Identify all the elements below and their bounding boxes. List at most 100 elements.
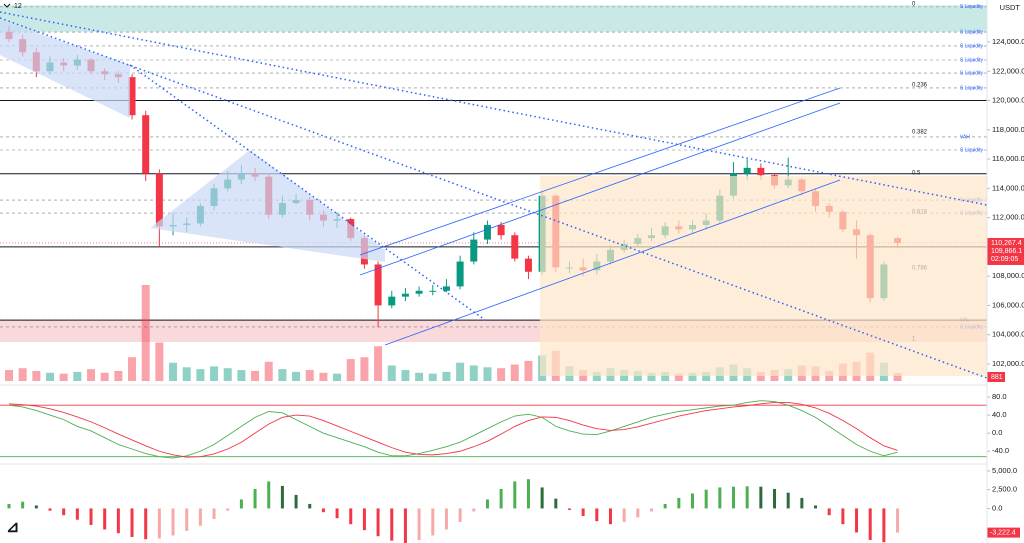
- volume-bar: [387, 365, 396, 381]
- histogram-bar: [499, 488, 503, 509]
- y-tick-label: 108,000.0: [992, 271, 1024, 280]
- candle-body: [524, 258, 532, 272]
- candle-body: [142, 115, 150, 174]
- volume-bar: [442, 371, 451, 381]
- oscillator-line: [8, 402, 898, 458]
- oscillator-line: [8, 400, 898, 459]
- histogram-bar: [198, 508, 202, 526]
- y-tick-label: 124,000.0: [992, 37, 1024, 46]
- y-tick-label: 102,000.0: [992, 359, 1024, 368]
- volume-bar: [333, 373, 342, 381]
- volume-bar: [196, 369, 205, 381]
- volume-bar: [100, 372, 109, 381]
- histogram-bar: [622, 508, 626, 522]
- histogram-bar: [7, 503, 11, 509]
- value-box: [987, 527, 1020, 538]
- annotation: S Liquidity: [960, 43, 984, 49]
- histogram-bar: [403, 508, 407, 543]
- y-tick-label: 106,000.0: [992, 300, 1024, 309]
- histogram-bar: [581, 508, 585, 516]
- histogram-bar: [253, 488, 257, 509]
- volume-bar: [278, 369, 287, 381]
- y-tick-label: 120,000.0: [992, 96, 1024, 105]
- volume-bar: [292, 371, 301, 381]
- logo: ⊿: [6, 519, 19, 536]
- y-tick-label: 104,000.0: [992, 330, 1024, 339]
- channel-line: [359, 102, 841, 276]
- histogram-bar: [472, 508, 476, 512]
- histogram-bar: [62, 508, 66, 516]
- candle-body: [415, 290, 423, 294]
- last-price: 110,267.4: [991, 240, 1022, 247]
- volume-bar: [401, 370, 410, 381]
- histogram-bar: [608, 508, 612, 525]
- candle-body: [470, 239, 478, 262]
- volume-bar: [32, 370, 41, 381]
- trendline: [0, 11, 988, 206]
- histogram-bar: [636, 508, 640, 518]
- candle-body: [497, 224, 505, 236]
- fib-label: 0.236: [912, 83, 928, 89]
- histogram-bar: [444, 508, 448, 530]
- candle-body: [401, 293, 409, 297]
- annotation: S Liquidity: [960, 70, 984, 76]
- volume-bar: [305, 370, 314, 381]
- zone: [0, 5, 987, 32]
- histogram-bar: [321, 508, 325, 513]
- histogram-bar: [116, 508, 120, 534]
- y-tick-label: 80.0: [992, 392, 1007, 401]
- volume-bar: [128, 357, 137, 381]
- candle-body: [511, 235, 519, 259]
- histogram-bar: [48, 508, 52, 511]
- histogram-bar: [691, 493, 694, 509]
- histogram-bar: [540, 487, 544, 509]
- volume-bar: [73, 371, 82, 381]
- candle-body: [483, 224, 491, 240]
- y-tick-label: 114,000.0: [992, 183, 1024, 192]
- y-tick-label: 40.0: [992, 410, 1007, 419]
- volume-bar: [428, 373, 437, 381]
- volume-bar: [483, 367, 492, 381]
- histogram-bar: [595, 508, 599, 522]
- volume-bar: [374, 346, 383, 381]
- volume-bar: [661, 371, 670, 381]
- volume-bar: [469, 365, 478, 381]
- histogram-bar: [868, 508, 872, 540]
- histogram-bar: [841, 508, 845, 525]
- dropdown-icon: [3, 3, 11, 8]
- histogram-bar: [267, 481, 271, 509]
- last-value: -3,222.4: [990, 529, 1016, 536]
- secondary-price: 109,866.1: [991, 248, 1022, 255]
- trendline: [129, 64, 486, 321]
- histogram-bar: [800, 497, 804, 509]
- histogram-bar: [773, 488, 777, 509]
- histogram-bar: [786, 492, 790, 509]
- y-tick-label: 0.0: [992, 428, 1002, 437]
- annotation: S Liquidity: [960, 147, 984, 153]
- volume-bar: [46, 372, 55, 381]
- histogram-bar: [718, 487, 722, 509]
- histogram-bar: [362, 508, 366, 531]
- histogram-bar: [704, 489, 708, 509]
- fib-label: 0: [912, 1, 916, 7]
- currency: USDT: [1000, 3, 1021, 12]
- histogram-bar: [485, 499, 489, 509]
- candle-body: [374, 264, 382, 306]
- interval: 12: [14, 3, 22, 10]
- y-tick-label: 118,000.0: [992, 125, 1024, 134]
- volume-bar: [169, 362, 178, 381]
- volume-bar: [155, 342, 164, 381]
- histogram-bar: [745, 486, 749, 509]
- volume-bar: [674, 373, 683, 381]
- volume-bar: [182, 367, 191, 381]
- histogram-bar: [567, 508, 571, 510]
- histogram-bar: [513, 481, 517, 509]
- price-box: [987, 237, 1024, 265]
- annotation: S Liquidity: [960, 85, 984, 91]
- histogram-bar: [157, 508, 161, 539]
- volume-bar: [237, 370, 246, 381]
- volume-bar: [5, 370, 13, 381]
- volume-bar: [18, 368, 27, 381]
- histogram-bar: [89, 508, 93, 525]
